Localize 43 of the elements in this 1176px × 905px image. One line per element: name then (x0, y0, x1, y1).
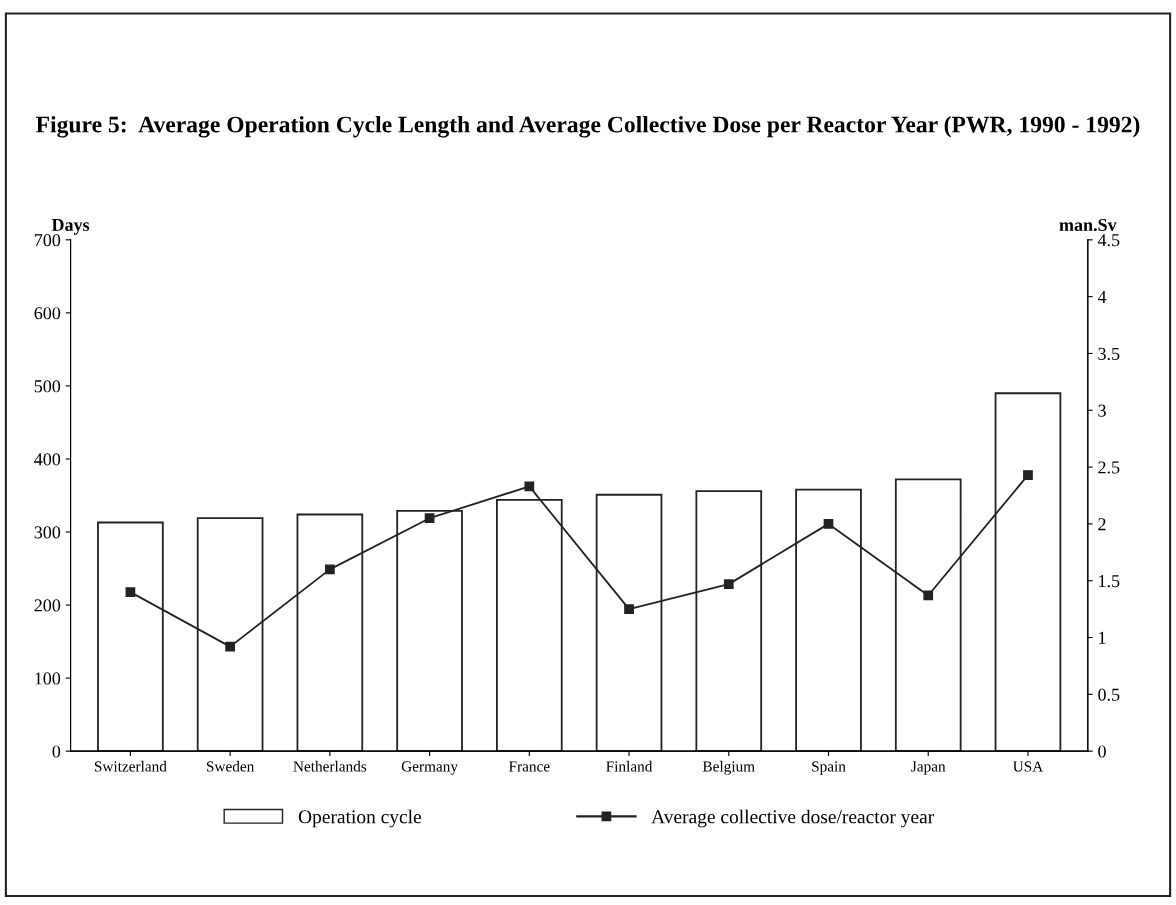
y-tick-label: 700 (34, 234, 61, 247)
y2-tick-label: 1.5 (1099, 575, 1120, 588)
legend-label: Operation cycle (298, 809, 422, 828)
x-tick-label: Netherlands (293, 760, 367, 772)
point (524, 481, 535, 492)
y-tick-label: 100 (35, 672, 61, 685)
x-tick-label: Germany (401, 761, 458, 775)
y2-axis-title: man.Sv (1059, 218, 1117, 232)
y2-tick-label: 0.5 (1098, 688, 1120, 701)
x-tick-label: Japan (911, 761, 946, 775)
x-tick-label: USA (1013, 761, 1044, 772)
y-tick-label: 500 (34, 380, 61, 393)
y2-tick-label: 3.5 (1098, 347, 1120, 360)
y-tick-label: 0 (52, 745, 61, 758)
legend-label: Average collective dose/reactor year (651, 809, 935, 828)
y2-tick-label: 3 (1098, 404, 1106, 417)
point (424, 513, 435, 524)
y2-tick-label: 4.5 (1097, 234, 1120, 247)
y2-tick-label: 1 (1099, 631, 1106, 644)
y-tick-label: 600 (34, 307, 61, 320)
point (1023, 470, 1033, 480)
point (624, 604, 634, 614)
y2-tick-label: 2 (1098, 518, 1106, 531)
x-tick-label: Belgium (702, 760, 755, 775)
y-axis-title: Days (51, 218, 90, 235)
x-tick-label: Finland (606, 760, 653, 772)
y-tick-label: 200 (34, 599, 61, 612)
point (324, 564, 335, 575)
point (923, 590, 934, 601)
y2-tick-label: 2.5 (1098, 461, 1120, 474)
x-tick-label: Switzerland (94, 760, 167, 772)
y2-tick-label: 4 (1097, 291, 1107, 303)
y-tick-label: 300 (34, 526, 61, 539)
x-tick-label: Sweden (206, 760, 255, 772)
point (125, 587, 136, 597)
x-tick-label: France (508, 761, 550, 772)
chart-title: Figure 5: Average Operation Cycle Length and Average Collective Dose per Reactor Year (PWR, 1990 - 1992) (36, 115, 1140, 138)
point (723, 579, 734, 589)
point (823, 519, 834, 529)
point (225, 641, 235, 652)
y-tick-label: 400 (34, 453, 61, 466)
y2-tick-label: 0 (1098, 745, 1106, 758)
x-tick-label: Spain (812, 761, 846, 775)
